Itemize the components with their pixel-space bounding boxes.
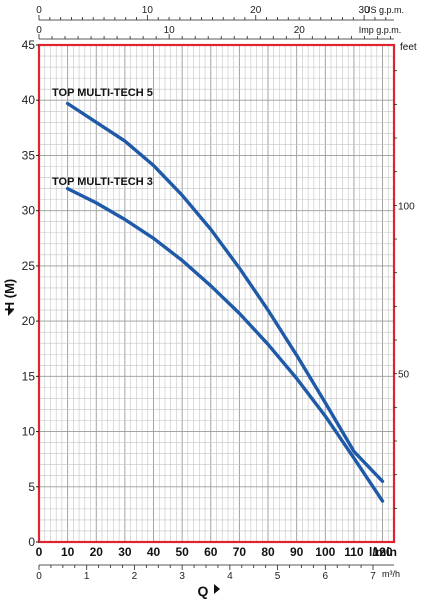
imp-gpm-tick-label: 20 <box>294 25 306 36</box>
y-tick-label: 30 <box>22 204 36 218</box>
series-1-point <box>381 480 384 483</box>
series-1-point <box>353 450 355 453</box>
series-line-1 <box>65 101 385 483</box>
series-1-point <box>209 228 212 231</box>
series-1-point <box>152 164 155 167</box>
m3h-tick-label: 6 <box>323 571 329 582</box>
series-2-point <box>324 415 327 417</box>
series-1-point <box>324 402 327 404</box>
x-tick-label: 100 <box>315 545 335 559</box>
m3h-tick-label: 4 <box>227 571 233 582</box>
series-2-point <box>152 237 155 240</box>
y-feet-tick-label: 100 <box>398 201 415 212</box>
y-tick-label: 45 <box>22 38 36 52</box>
plot-frame <box>37 43 396 544</box>
x-unit-imp: Imp g.p.m. <box>359 25 402 35</box>
series-2-point <box>181 259 183 262</box>
x-tick-label: 10 <box>61 545 75 559</box>
series-1-point <box>238 267 241 269</box>
m3h-tick-label: 1 <box>84 571 90 582</box>
x-unit-m3h: m³/h <box>382 569 400 579</box>
y-tick-label: 40 <box>22 93 36 107</box>
m3h-tick-label: 3 <box>179 571 185 582</box>
series-line-2 <box>65 186 385 503</box>
series-2-point <box>267 343 269 346</box>
y-tick-label: 5 <box>28 480 35 494</box>
x-axis-title: Q <box>198 583 209 599</box>
m3h-tick-label: 0 <box>36 571 42 582</box>
us-gpm-tick-label: 30 <box>359 5 371 16</box>
series-2-point <box>381 500 384 502</box>
imp-gpm-tick-label: 10 <box>164 25 176 36</box>
series-label: TOP MULTI-TECH 3 <box>52 176 153 188</box>
x-tick-label: 60 <box>204 545 218 559</box>
x-unit-us: US g.p.m. <box>364 5 404 15</box>
x-tick-label: 50 <box>175 545 189 559</box>
x-tick-label: 90 <box>290 545 304 559</box>
x-tick-label: 0 <box>36 545 43 559</box>
x-tick-label: 120 <box>373 545 393 559</box>
m3h-tick-label: 7 <box>370 571 376 582</box>
x-tick-label: 80 <box>261 545 275 559</box>
series-2-point <box>209 284 212 287</box>
series-2-point <box>353 457 355 459</box>
x-tick-label: 30 <box>118 545 132 559</box>
imp-gpm-tick-label: 0 <box>36 25 42 36</box>
x-tick-label: 70 <box>233 545 247 559</box>
us-gpm-tick-label: 20 <box>250 5 262 16</box>
y-tick-label: 20 <box>22 314 36 328</box>
series-2-point <box>124 218 126 221</box>
y-feet-unit: feet <box>400 42 417 53</box>
series-2-point <box>95 202 98 204</box>
series-1-point <box>124 140 126 142</box>
y-tick-label: 25 <box>22 259 36 273</box>
m3h-tick-label: 2 <box>132 571 138 582</box>
y-tick-label: 0 <box>28 535 35 549</box>
series-2-point <box>295 377 298 380</box>
y-axis-title: H (M) <box>2 279 17 312</box>
us-gpm-tick-label: 0 <box>36 5 42 16</box>
y-tick-label: 15 <box>22 369 36 383</box>
series-2-point <box>66 187 69 190</box>
series-1-point <box>95 121 98 124</box>
x-unit-lmin: l/min <box>369 545 397 559</box>
y-tick-label: 10 <box>22 425 36 439</box>
axis-titles: H (M) Q <box>2 279 220 599</box>
series-1-point <box>295 354 298 357</box>
y-feet-tick-label: 50 <box>398 370 410 381</box>
x-tick-label: 110 <box>344 545 364 559</box>
series-lines <box>65 101 385 503</box>
series-1-point <box>267 309 269 311</box>
series-labels: TOP MULTI-TECH 5 TOP MULTI-TECH 3 <box>52 87 153 188</box>
us-gpm-tick-label: 10 <box>142 5 154 16</box>
x-tick-label: 20 <box>90 545 104 559</box>
m3h-tick-label: 5 <box>275 571 281 582</box>
y-tick-label: 35 <box>22 148 36 162</box>
series-1-point <box>66 102 69 105</box>
x-tick-label: 40 <box>147 545 161 559</box>
x-axis-arrow-icon <box>214 584 220 594</box>
series-label: TOP MULTI-TECH 5 <box>52 87 153 99</box>
y-axis-arrow-icon <box>8 306 13 316</box>
series-1-point <box>181 194 183 197</box>
series-2-point <box>238 312 241 315</box>
